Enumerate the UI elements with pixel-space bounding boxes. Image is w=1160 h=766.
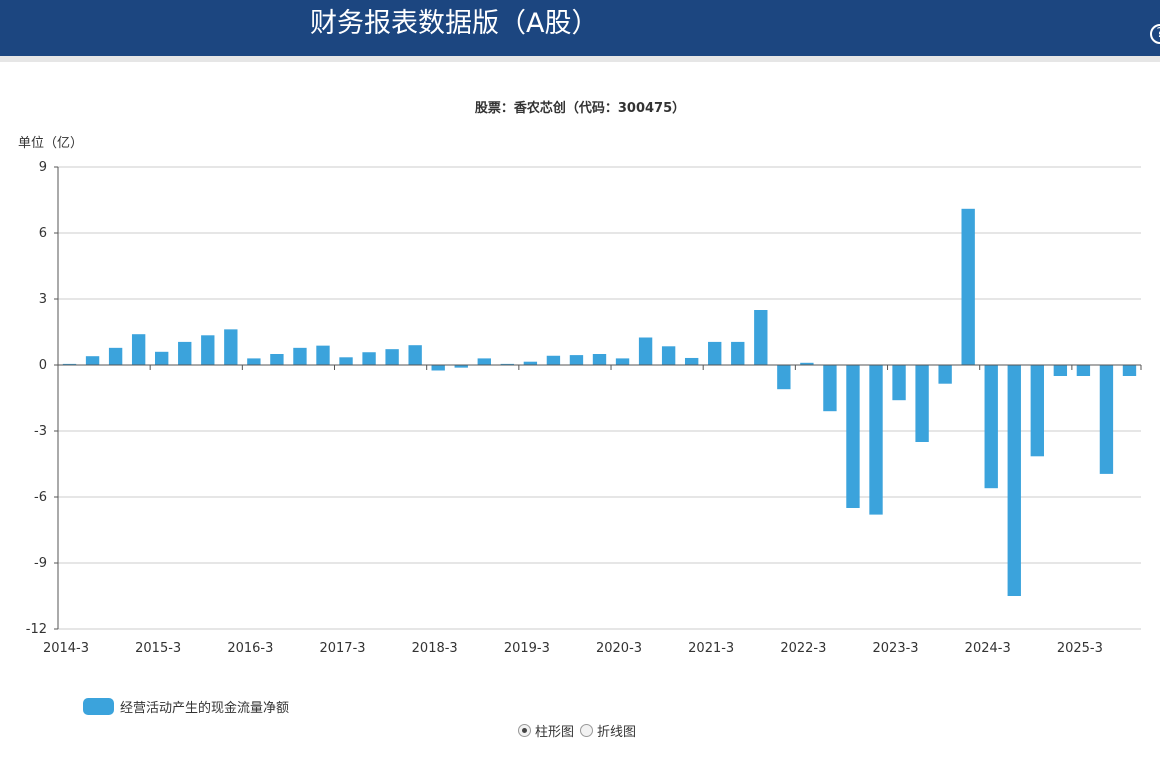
bar [85, 356, 100, 365]
bar-chart-radio-label[interactable]: 柱形图 [535, 725, 575, 740]
bar [938, 365, 952, 384]
chart-type-switch: 柱形图 折线图 [518, 721, 642, 740]
y-tick-label: 0 [39, 358, 47, 373]
bar [1122, 365, 1137, 376]
y-tick-label: -9 [34, 556, 47, 571]
bar [316, 345, 330, 365]
bar [477, 358, 491, 365]
bar [1030, 365, 1044, 457]
bar [800, 362, 814, 365]
y-tick-label: 9 [39, 160, 47, 175]
bar [408, 345, 422, 365]
bar [385, 349, 399, 365]
y-tick-label: 6 [39, 226, 47, 241]
bar [155, 351, 169, 365]
x-tick-label: 2025-3 [1057, 641, 1103, 656]
bar [869, 365, 883, 515]
line-chart-radio-label[interactable]: 折线图 [597, 725, 637, 740]
bar [1053, 365, 1068, 376]
x-tick-label: 2014-3 [43, 641, 89, 656]
x-tick-label: 2024-3 [965, 641, 1011, 656]
bar-chart-radio[interactable] [518, 724, 531, 737]
legend-label: 经营活动产生的现金流量净额 [120, 701, 290, 716]
x-tick-label: 2016-3 [227, 641, 273, 656]
legend-item[interactable]: 经营活动产生的现金流量净额 [83, 697, 289, 716]
line-chart-radio[interactable] [580, 724, 594, 737]
x-tick-label: 2023-3 [873, 641, 919, 656]
bar [984, 365, 998, 489]
header-divider [0, 56, 1160, 62]
bar [846, 365, 860, 508]
bar [615, 358, 630, 365]
bar [270, 354, 284, 365]
help-icon[interactable]: ? [1150, 24, 1160, 44]
bar [500, 363, 515, 365]
bar [754, 310, 768, 365]
x-tick-label: 2021-3 [688, 641, 734, 656]
bar [293, 347, 307, 365]
bar [592, 354, 607, 365]
bar [961, 208, 975, 365]
bar [131, 334, 146, 365]
bar [708, 341, 722, 365]
y-tick-label: -6 [34, 490, 47, 505]
bar [201, 335, 215, 365]
bar [731, 341, 745, 365]
bar [178, 341, 192, 365]
bar [569, 355, 584, 365]
x-tick-label: 2017-3 [319, 641, 365, 656]
bar [892, 365, 906, 401]
bar [108, 347, 123, 365]
bar [454, 365, 468, 368]
legend-swatch [83, 698, 114, 715]
y-tick-label: -3 [34, 424, 47, 439]
bar [823, 365, 837, 412]
bar [546, 355, 561, 365]
bar [431, 365, 445, 371]
x-tick-label: 2019-3 [504, 641, 550, 656]
bar [915, 365, 929, 442]
unit-label: 单位（亿） [18, 136, 84, 151]
bar [362, 352, 376, 365]
bar [638, 337, 653, 365]
x-tick-label: 2020-3 [596, 641, 642, 656]
chart-title: 股票：香农芯创（代码：300475） [474, 101, 686, 116]
x-tick-label: 2015-3 [135, 641, 181, 656]
x-tick-label: 2018-3 [412, 641, 458, 656]
bar [339, 357, 353, 365]
bar [661, 346, 676, 365]
bar [1076, 365, 1091, 376]
bar [1099, 365, 1114, 474]
bar [1007, 365, 1021, 596]
page-title: 财务报表数据版（A股） [310, 8, 599, 39]
bar [684, 357, 699, 365]
x-tick-label: 2022-3 [780, 641, 826, 656]
header-bar: 财务报表数据版（A股） ? [0, 0, 1160, 56]
y-tick-label: -12 [26, 622, 47, 637]
y-tick-label: 3 [39, 292, 47, 307]
bar [62, 363, 77, 365]
bar [523, 361, 538, 365]
bar [247, 358, 261, 365]
bar-chart: 9 6 3 0 -3 -6 -9 -12 2014-3 2015-3 2016-3 2017-3 201… [26, 160, 1142, 656]
bar [777, 365, 791, 390]
bar [224, 329, 238, 365]
